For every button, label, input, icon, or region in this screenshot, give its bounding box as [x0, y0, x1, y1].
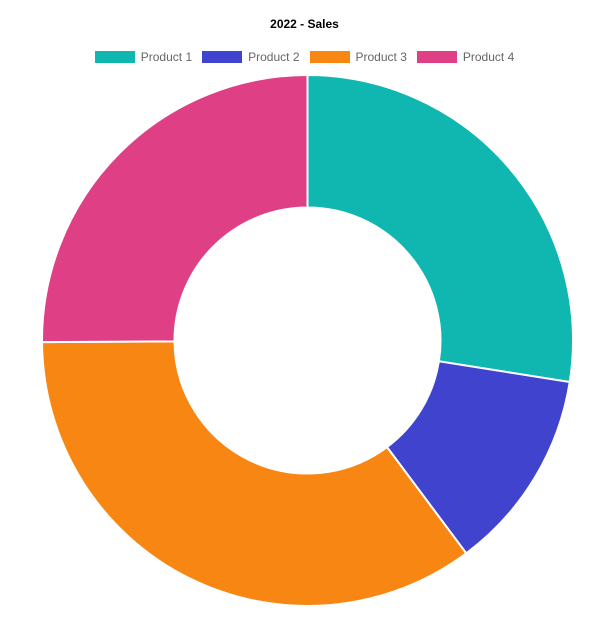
legend-label-2: Product 2 [248, 50, 300, 64]
legend-swatch-1 [94, 51, 135, 63]
legend-swatch-4 [416, 51, 457, 63]
legend-item-1[interactable]: Product 1 [94, 50, 193, 64]
chart-title: 2022 - Sales [270, 17, 339, 31]
legend-item-2[interactable]: Product 2 [202, 50, 300, 64]
legend-swatch-2 [202, 51, 243, 63]
legend-swatch-3 [309, 51, 350, 63]
legend-label-1: Product 1 [140, 50, 193, 64]
legend-label-4: Product 4 [462, 50, 515, 64]
slice-product-3[interactable] [40, 340, 468, 607]
legend-item-4[interactable]: Product 4 [416, 50, 515, 64]
slice-product-2[interactable] [385, 360, 571, 555]
legend-label-3: Product 3 [355, 50, 407, 64]
slice-product-1[interactable] [306, 73, 574, 384]
slice-product-4[interactable] [41, 73, 309, 344]
chart-legend: Product 1 Product 2 Product 3 Product 4 [0, 50, 609, 64]
legend-item-3[interactable]: Product 3 [309, 50, 407, 64]
